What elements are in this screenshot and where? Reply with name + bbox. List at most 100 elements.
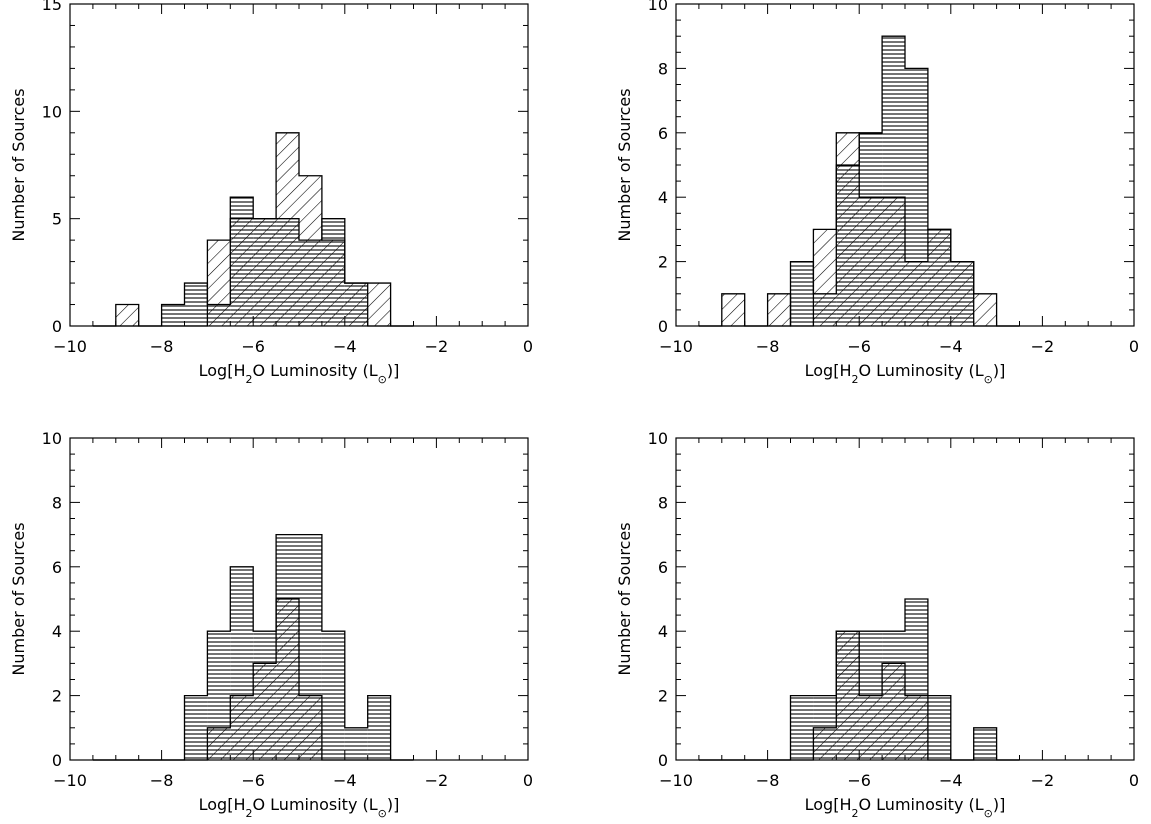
x-tick-label: −8 — [150, 771, 174, 790]
x-tick-label: −4 — [939, 771, 963, 790]
y-tick-label: 4 — [658, 188, 668, 207]
hist-bar-diagonal — [276, 599, 299, 760]
x-label-part: O Luminosity (L — [858, 795, 983, 814]
x-label-sun-symbol: ⊙ — [984, 807, 993, 820]
hist-bar-horizontal — [321, 631, 345, 760]
hist-bar-diagonal — [859, 197, 883, 326]
hist-bar-diagonal — [207, 240, 231, 326]
x-label-sun-symbol: ⊙ — [378, 373, 387, 386]
y-axis-label: Number of Sources — [615, 522, 634, 675]
y-tick-label: 2 — [52, 687, 62, 706]
hist-bar-diagonal — [927, 229, 951, 326]
x-tick-label: −2 — [425, 771, 449, 790]
panel-bottom-left: −10 −8 −6 −4 −2 0 0 2 4 6 8 10 Number of Sources Log[… — [9, 429, 533, 820]
y-tick-label: 8 — [658, 493, 668, 512]
y-tick-label: 0 — [658, 317, 668, 336]
panel-bottom-right: −10 −8 −6 −4 −2 0 0 2 4 6 8 10 Number of Sources Log[… — [615, 429, 1139, 820]
y-tick-label: 2 — [658, 253, 668, 272]
x-label-subscript: 2 — [245, 373, 252, 386]
x-tick-label: −6 — [847, 771, 871, 790]
x-tick-label: −10 — [53, 337, 87, 356]
x-label-subscript: 2 — [851, 373, 858, 386]
hist-bar-diagonal — [299, 175, 322, 326]
x-tick-label: −10 — [659, 337, 693, 356]
x-tick-label: −4 — [333, 771, 357, 790]
x-tick-label: 0 — [1129, 337, 1139, 356]
hist-bar-horizontal — [161, 304, 185, 326]
hist-bar-diagonal — [253, 663, 277, 760]
y-tick-label: 10 — [648, 0, 668, 14]
x-tick-label: −6 — [241, 771, 265, 790]
x-label-part: Log[H — [199, 361, 246, 380]
x-label-part: )] — [993, 795, 1005, 814]
panel-top-left: −10 −8 −6 −4 −2 0 0 5 10 15 Number of Sources Log[H… — [9, 0, 533, 386]
hist-bar-diagonal — [882, 663, 905, 760]
x-label-subscript: 2 — [245, 807, 252, 820]
hist-bar-horizontal — [790, 695, 814, 760]
x-tick-label: −2 — [1031, 337, 1055, 356]
x-label-sun-symbol: ⊙ — [984, 373, 993, 386]
hist-bar-horizontal — [973, 727, 997, 760]
hist-bar-horizontal — [184, 695, 208, 760]
x-label-part: Log[H — [805, 795, 852, 814]
x-label-subscript: 2 — [851, 807, 858, 820]
hist-bar-diagonal — [973, 293, 997, 326]
hist-bar-horizontal — [927, 695, 951, 760]
x-label-part: O Luminosity (L — [252, 795, 377, 814]
y-tick-label: 4 — [52, 622, 62, 641]
y-axis-label: Number of Sources — [9, 522, 28, 675]
hist-bar-diagonal — [253, 218, 277, 326]
hist-bar-diagonal — [836, 631, 860, 760]
y-tick-label: 15 — [42, 0, 62, 14]
x-tick-label: −2 — [425, 337, 449, 356]
y-tick-label: 6 — [658, 558, 668, 577]
y-tick-label: 6 — [658, 124, 668, 143]
hist-bar-diagonal — [230, 218, 254, 326]
hist-bar-horizontal — [344, 727, 368, 760]
hist-bar-diagonal — [836, 132, 860, 326]
x-tick-label: 0 — [523, 337, 533, 356]
y-tick-label: 5 — [52, 210, 62, 229]
x-label-part: )] — [387, 361, 399, 380]
x-axis-label: Log[H2O Luminosity (L⊙)] — [805, 361, 1006, 386]
hist-bar-diagonal — [950, 261, 974, 326]
x-axis-label: Log[H2O Luminosity (L⊙)] — [805, 795, 1006, 820]
y-axis-label: Number of Sources — [615, 88, 634, 241]
hist-bar-diagonal — [344, 283, 368, 326]
y-tick-label: 8 — [658, 59, 668, 78]
x-tick-label: 0 — [523, 771, 533, 790]
hist-bar-horizontal — [790, 261, 814, 326]
x-label-part: Log[H — [199, 795, 246, 814]
y-tick-label: 0 — [658, 751, 668, 770]
x-tick-label: −8 — [150, 337, 174, 356]
hist-bar-horizontal — [367, 695, 391, 760]
hist-bar-diagonal — [321, 240, 345, 326]
hist-bar-diagonal — [299, 695, 322, 760]
x-tick-label: −8 — [756, 771, 780, 790]
hist-bar-diagonal — [367, 283, 391, 326]
y-tick-label: 10 — [42, 102, 62, 121]
hist-bar-diagonal — [230, 695, 254, 760]
panel-top-right: −10 −8 −6 −4 −2 0 0 2 4 6 8 10 Number of Sources Log[… — [615, 0, 1139, 386]
y-tick-label: 8 — [52, 493, 62, 512]
hist-bar-diagonal — [882, 197, 905, 326]
y-tick-label: 10 — [648, 429, 668, 448]
x-axis-label: Log[H2O Luminosity (L⊙)] — [199, 795, 400, 820]
y-tick-label: 0 — [52, 751, 62, 770]
x-tick-label: −6 — [241, 337, 265, 356]
hist-bar-diagonal — [767, 293, 791, 326]
y-tick-label: 0 — [52, 317, 62, 336]
x-tick-label: −6 — [847, 337, 871, 356]
x-tick-label: −10 — [53, 771, 87, 790]
x-label-part: Log[H — [805, 361, 852, 380]
x-label-part: )] — [993, 361, 1005, 380]
x-tick-label: −10 — [659, 771, 693, 790]
hist-bar-diagonal — [115, 304, 139, 326]
hist-bar-diagonal — [207, 727, 231, 760]
hist-bar-horizontal — [184, 283, 208, 326]
x-tick-label: −2 — [1031, 771, 1055, 790]
hist-bar-diagonal — [721, 293, 745, 326]
hist-bar-diagonal — [813, 727, 837, 760]
hist-bar-diagonal — [859, 695, 883, 760]
